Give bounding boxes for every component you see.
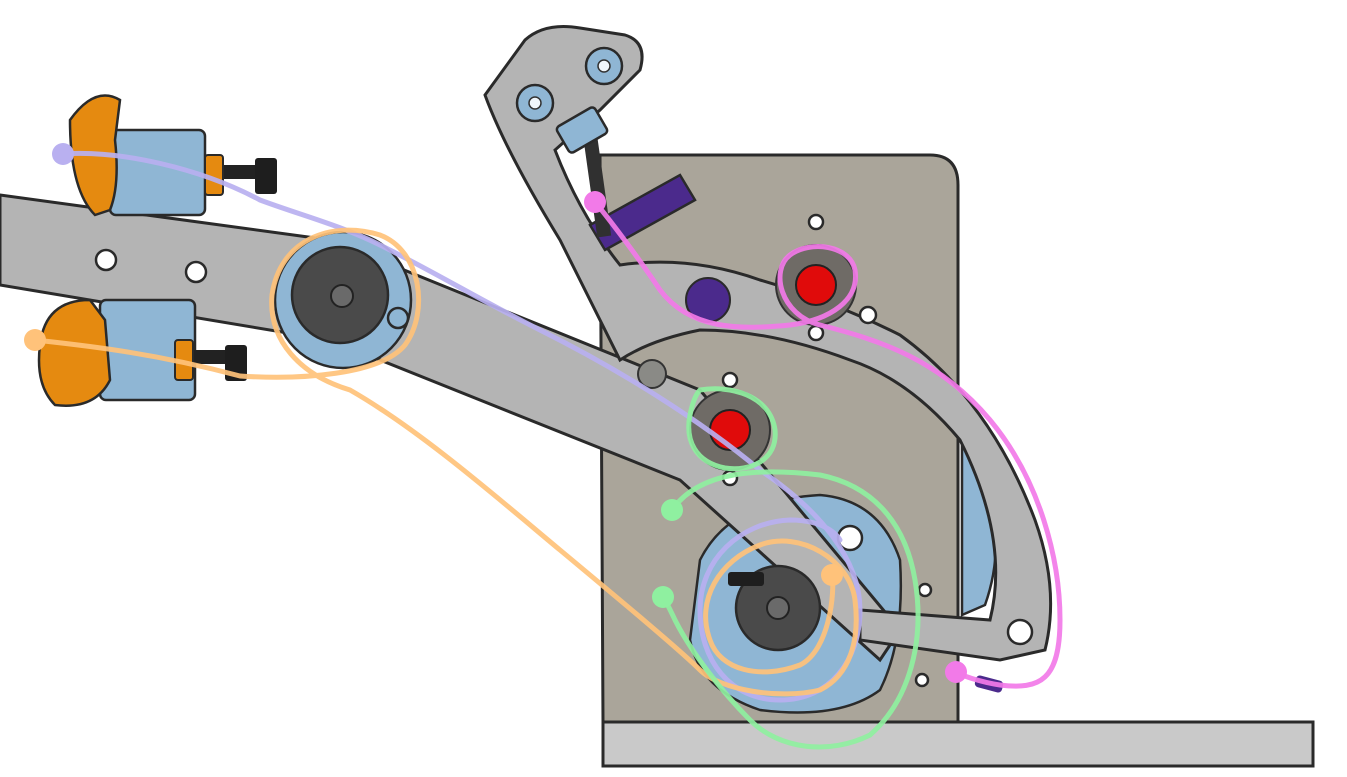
screw-icon — [255, 158, 277, 194]
ink-peach-dot — [24, 329, 46, 351]
left-hub-bore — [330, 284, 354, 308]
small-bushing — [637, 359, 667, 389]
bearing-center — [597, 59, 611, 73]
ink-lavender-dot — [52, 143, 74, 165]
ink-pink-dot — [584, 191, 606, 213]
plate-hole-small — [917, 582, 933, 598]
wing-nut-icon — [37, 298, 112, 407]
arm-hole — [184, 260, 208, 284]
lower-hub-bore — [766, 596, 790, 620]
fastener — [858, 305, 878, 325]
ink-green-dot — [661, 499, 683, 521]
red-knob-icon — [795, 264, 837, 306]
fastener — [721, 371, 739, 389]
lower-hub-screw — [728, 572, 764, 586]
arm-hole — [94, 248, 118, 272]
fastener — [807, 324, 825, 342]
ink-pink-dot — [945, 661, 967, 683]
plate-hole — [1006, 618, 1034, 646]
ink-green-ring — [686, 386, 778, 472]
ink-green-dot — [652, 586, 674, 608]
ink-pink-stroke — [592, 199, 1063, 689]
fastener — [807, 213, 825, 231]
ink-peach-stroke — [32, 227, 859, 697]
ink-lavender-stroke — [60, 150, 863, 703]
base-rail — [601, 720, 1315, 768]
bearing-center — [528, 96, 542, 110]
plate-hole-small — [914, 672, 930, 688]
linkage-screw-nut — [555, 106, 609, 154]
left-hub-pin — [386, 306, 410, 330]
ink-peach-dot — [821, 564, 843, 586]
ink-green-stroke — [660, 469, 921, 750]
